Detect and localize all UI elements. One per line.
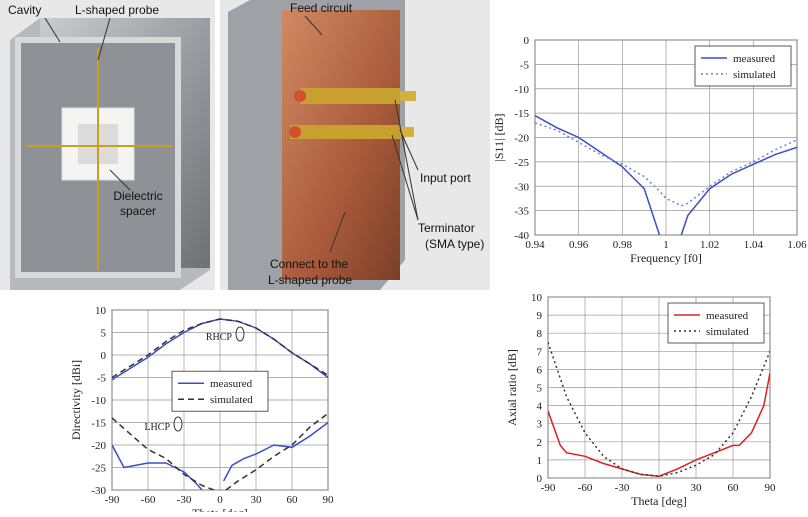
legend-label: measured: [706, 310, 749, 322]
photo-label: Dielectric: [113, 189, 162, 203]
photo-label: Connect to the: [270, 257, 348, 271]
y-tick-label: 5: [101, 328, 107, 340]
y-tick-label: -30: [514, 181, 529, 193]
y-tick-label: -30: [91, 485, 106, 497]
legend-box: [694, 45, 792, 87]
x-tick-label: 1.02: [700, 239, 719, 251]
x-tick-label: -30: [177, 494, 192, 506]
legend-box: [171, 370, 269, 412]
y-tick-label: 10: [531, 292, 543, 304]
series-line: [548, 342, 770, 477]
y-tick-label: -25: [91, 463, 106, 475]
x-tick-label: 60: [728, 482, 740, 494]
y-tick-label: 5: [537, 383, 543, 395]
photo-cavity: [0, 0, 215, 290]
x-tick-label: 0.96: [569, 239, 589, 251]
y-axis-label: Axial ratio [dB]: [505, 349, 519, 426]
x-tick-label: 1.06: [787, 239, 807, 251]
legend-label: measured: [733, 53, 776, 65]
x-tick-label: 1: [663, 239, 669, 251]
photo-label: Feed circuit: [290, 1, 353, 15]
x-axis-label: Theta [deg]: [192, 506, 248, 512]
series-line: [112, 421, 328, 490]
x-tick-label: 0: [217, 494, 223, 506]
x-tick-label: 1.04: [744, 239, 764, 251]
photo-label: (SMA type): [425, 237, 484, 251]
photo-label: Input port: [420, 171, 471, 185]
series-line: [548, 372, 770, 477]
y-tick-label: 3: [537, 419, 543, 431]
series-line: [112, 412, 328, 490]
x-axis-label: Theta [deg]: [631, 494, 687, 508]
x-tick-label: -90: [541, 482, 556, 494]
y-tick-label: -20: [514, 133, 529, 145]
y-tick-label: 10: [95, 305, 107, 317]
y-tick-label: -20: [91, 440, 106, 452]
x-tick-label: 0: [656, 482, 662, 494]
y-tick-label: -10: [91, 395, 106, 407]
legend-label: simulated: [733, 69, 776, 81]
x-tick-label: -90: [105, 494, 120, 506]
x-tick-label: 30: [251, 494, 263, 506]
series-line: [535, 114, 797, 235]
y-tick-label: 2: [537, 437, 543, 449]
y-tick-label: -10: [514, 84, 529, 96]
x-tick-label: 60: [287, 494, 299, 506]
x-tick-label: -30: [615, 482, 630, 494]
annotation-marker: [173, 416, 183, 432]
y-tick-label: -35: [514, 206, 529, 218]
y-tick-label: 9: [537, 310, 543, 322]
annotation-marker: [235, 326, 245, 342]
y-tick-label: 6: [537, 364, 543, 376]
y-tick-label: -40: [514, 230, 529, 242]
y-tick-label: -15: [91, 418, 106, 430]
photo-feed: [220, 0, 490, 290]
legend-label: simulated: [210, 394, 253, 406]
y-tick-label: -25: [514, 157, 529, 169]
annotation: RHCP: [206, 332, 233, 343]
photo-label: L-shaped probe: [75, 3, 159, 17]
photo-label: Terminator: [418, 221, 475, 235]
y-tick-label: 0: [101, 350, 107, 362]
y-tick-label: 8: [537, 328, 543, 340]
y-tick-label: -15: [514, 108, 529, 120]
annotation: LHCP: [144, 422, 170, 433]
y-tick-label: -5: [520, 59, 530, 71]
leaders: [44, 15, 419, 253]
photo-label: spacer: [120, 204, 156, 218]
legend-label: simulated: [706, 326, 749, 338]
x-tick-label: 0.98: [613, 239, 633, 251]
y-axis-label: Directivity [dBi]: [69, 360, 83, 440]
x-tick-label: 0.94: [525, 239, 545, 251]
y-tick-label: 4: [537, 401, 543, 413]
y-tick-label: 0: [537, 473, 543, 485]
y-tick-label: 0: [524, 35, 530, 47]
series-line: [112, 318, 328, 379]
x-tick-label: -60: [141, 494, 156, 506]
x-tick-label: 90: [765, 482, 777, 494]
y-tick-label: -5: [97, 373, 107, 385]
photo-label: L-shaped probe: [268, 273, 352, 287]
x-tick-label: -60: [578, 482, 593, 494]
x-tick-label: 30: [691, 482, 703, 494]
legend-box: [667, 302, 765, 344]
series-line: [535, 122, 797, 207]
y-axis-label: |S11| [dB]: [492, 113, 506, 161]
x-axis-label: Frequency [f0]: [630, 251, 702, 265]
photo-label: Cavity: [8, 3, 41, 17]
x-tick-label: 90: [323, 494, 335, 506]
legend-label: measured: [210, 378, 253, 390]
y-tick-label: 7: [537, 346, 543, 358]
y-tick-label: 1: [537, 455, 543, 467]
